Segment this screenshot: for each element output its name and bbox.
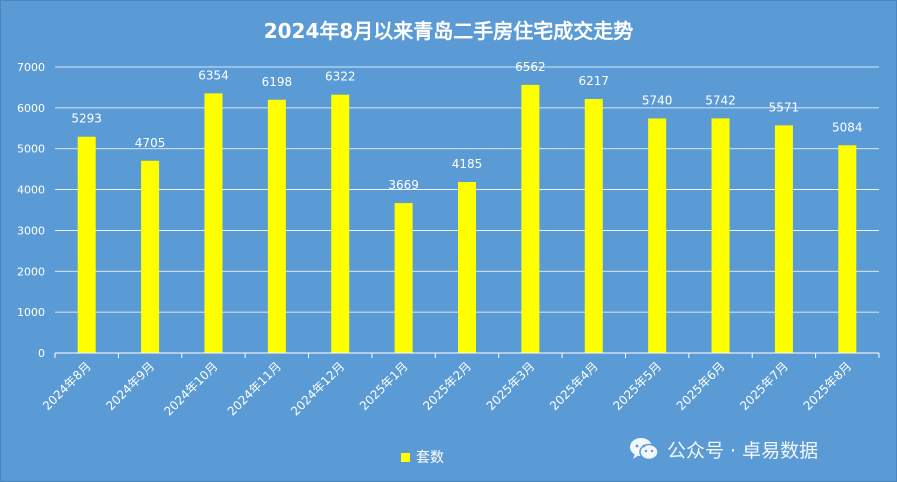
y-tick-label: 6000 xyxy=(17,102,45,115)
bar xyxy=(141,160,160,353)
data-label: 5293 xyxy=(71,112,102,126)
data-label: 5571 xyxy=(769,100,800,114)
data-label: 6322 xyxy=(325,70,356,84)
y-tick-label: 7000 xyxy=(17,61,45,74)
chart-title: 2024年8月以来青岛二手房住宅成交走势 xyxy=(263,19,634,43)
legend-swatch xyxy=(401,452,410,462)
watermark: 公众号 · 卓易数据 xyxy=(629,435,818,463)
x-tick-label: 2024年10月 xyxy=(161,359,220,418)
watermark-text: 公众号 · 卓易数据 xyxy=(667,439,819,462)
x-tick-label: 2025年2月 xyxy=(420,359,474,413)
x-tick-label: 2025年4月 xyxy=(547,359,601,413)
data-label: 5740 xyxy=(642,93,673,107)
data-label: 6562 xyxy=(515,60,546,74)
x-tick-label: 2024年11月 xyxy=(225,359,284,418)
bar xyxy=(394,203,413,353)
x-tick-label: 2025年5月 xyxy=(610,359,664,413)
data-label: 6354 xyxy=(198,68,229,82)
bar xyxy=(458,182,476,353)
bar xyxy=(711,118,730,353)
data-label: 3669 xyxy=(388,178,419,192)
x-tick-label: 2024年12月 xyxy=(288,359,347,418)
wechat-icon xyxy=(630,438,659,461)
bar xyxy=(331,94,350,353)
x-tick-label: 2025年6月 xyxy=(674,359,728,413)
legend-label: 套数 xyxy=(416,450,444,466)
y-tick-label: 0 xyxy=(38,347,45,360)
bar xyxy=(204,93,223,354)
x-tick-label: 2024年9月 xyxy=(103,359,157,413)
bar xyxy=(774,125,793,353)
bar xyxy=(838,145,857,353)
bar xyxy=(267,99,286,353)
data-label: 5742 xyxy=(705,93,736,107)
data-label: 6198 xyxy=(262,75,293,89)
legend: 套数 xyxy=(401,447,444,467)
data-label: 6217 xyxy=(578,74,609,88)
data-label: 4705 xyxy=(135,136,166,150)
x-tick-label: 2024年8月 xyxy=(40,359,94,413)
bar xyxy=(584,98,603,353)
x-tick-label: 2025年7月 xyxy=(737,359,791,413)
bar xyxy=(521,84,540,353)
x-tick-label: 2025年1月 xyxy=(357,359,411,413)
y-tick-label: 4000 xyxy=(17,184,45,197)
y-tick-label: 5000 xyxy=(17,143,45,156)
bar xyxy=(77,136,96,353)
data-label: 5084 xyxy=(832,120,863,134)
bar xyxy=(648,118,667,353)
y-tick-label: 1000 xyxy=(17,306,45,319)
y-tick-label: 3000 xyxy=(17,224,45,237)
x-tick-label: 2025年3月 xyxy=(484,359,538,413)
data-label: 4185 xyxy=(452,157,483,171)
y-tick-label: 2000 xyxy=(17,265,45,278)
x-tick-label: 2025年8月 xyxy=(801,359,855,413)
